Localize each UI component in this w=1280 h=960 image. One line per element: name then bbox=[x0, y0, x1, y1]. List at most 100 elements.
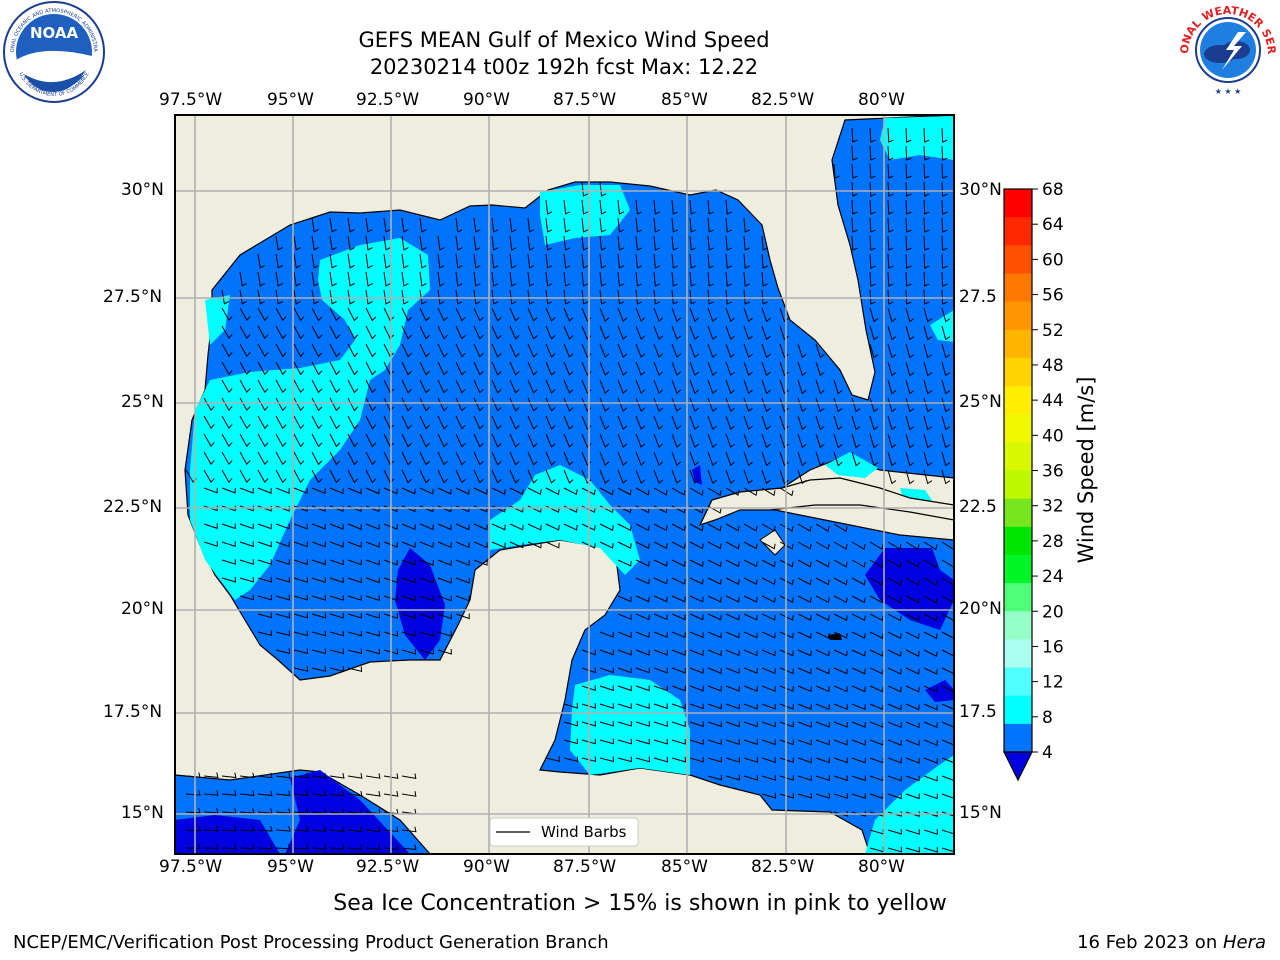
wind-barb bbox=[671, 307, 682, 322]
wind-barb bbox=[581, 523, 596, 531]
wind-barb bbox=[401, 307, 413, 322]
wind-barb bbox=[221, 397, 233, 412]
wind-barb bbox=[635, 541, 650, 549]
wind-barb bbox=[689, 433, 700, 448]
wind-barb bbox=[707, 685, 722, 692]
wind-barb bbox=[329, 469, 341, 484]
wind-barb bbox=[923, 325, 933, 341]
wind-barb bbox=[851, 577, 866, 586]
wind-barb bbox=[635, 721, 650, 727]
wind-barb bbox=[707, 487, 722, 496]
wind-barb bbox=[941, 703, 954, 710]
wind-barb bbox=[563, 235, 571, 251]
wind-barb bbox=[581, 415, 592, 430]
wind-barb bbox=[905, 829, 920, 835]
wind-barb bbox=[779, 523, 794, 532]
wind-barb bbox=[545, 361, 556, 376]
wind-barb bbox=[869, 145, 876, 161]
wind-barb bbox=[923, 451, 933, 467]
wind-barb bbox=[941, 847, 954, 853]
wind-barb bbox=[527, 235, 535, 251]
wind-barb bbox=[779, 469, 789, 485]
wind-barb bbox=[401, 379, 413, 394]
wind-barb bbox=[239, 808, 255, 814]
wind-barb bbox=[329, 397, 341, 412]
wind-barb bbox=[653, 271, 661, 287]
wind-barb bbox=[941, 649, 954, 657]
wind-barb bbox=[671, 721, 686, 727]
wind-barb bbox=[311, 379, 323, 394]
wind-barb bbox=[635, 217, 643, 233]
wind-barb bbox=[689, 469, 700, 484]
wind-barb bbox=[401, 844, 417, 851]
wind-barb bbox=[671, 415, 682, 430]
wind-barb bbox=[401, 577, 416, 584]
wind-barb bbox=[869, 307, 879, 323]
wind-barb bbox=[491, 235, 499, 251]
wind-barb bbox=[923, 127, 930, 143]
wind-barb bbox=[743, 774, 758, 781]
chart-title: GEFS MEAN Gulf of Mexico Wind Speed bbox=[358, 28, 770, 52]
wind-barb bbox=[815, 577, 830, 586]
wind-barb bbox=[671, 451, 682, 466]
wind-barb bbox=[923, 343, 933, 359]
wind-barb bbox=[257, 772, 273, 779]
wind-barb bbox=[293, 433, 305, 448]
wind-barb bbox=[563, 361, 574, 376]
wind-barb bbox=[905, 343, 915, 359]
wind-barb bbox=[401, 217, 409, 233]
wind-barb bbox=[401, 415, 413, 430]
wind-barb bbox=[941, 793, 954, 799]
wind-barb bbox=[581, 685, 596, 691]
lat-label-left: 17.5°N bbox=[103, 702, 163, 722]
wind-barb bbox=[329, 648, 345, 655]
wind-barb bbox=[275, 541, 290, 548]
wind-barb bbox=[437, 487, 452, 495]
wind-barb bbox=[581, 343, 592, 358]
wind-barb bbox=[383, 648, 399, 655]
wind-barb bbox=[581, 541, 596, 549]
wind-barb bbox=[437, 253, 445, 269]
wind-barb bbox=[635, 649, 650, 656]
wind-barb bbox=[365, 469, 377, 484]
wind-barb bbox=[257, 253, 265, 269]
wind-barb bbox=[221, 469, 233, 484]
wind-barb bbox=[221, 289, 230, 305]
wind-barb bbox=[815, 703, 830, 710]
wind-barb bbox=[599, 756, 615, 763]
wind-barb bbox=[581, 451, 592, 466]
wind-barb bbox=[617, 559, 632, 567]
wind-barb bbox=[887, 631, 902, 640]
lon-label-top: 92.5°W bbox=[356, 90, 420, 110]
wind-barb bbox=[851, 235, 858, 251]
wind-barb bbox=[383, 253, 391, 269]
wind-barb bbox=[833, 757, 848, 764]
wind-barb bbox=[275, 487, 290, 494]
wind-barb bbox=[743, 433, 753, 449]
wind-barb bbox=[887, 433, 897, 449]
wind-barb bbox=[491, 343, 502, 358]
wind-barb bbox=[779, 415, 789, 431]
wind-barb bbox=[473, 523, 488, 531]
wind-barb bbox=[653, 559, 668, 567]
wind-barb bbox=[329, 361, 341, 376]
lat-label-right: 20°N bbox=[959, 599, 1002, 619]
pacific-calm-zone bbox=[285, 770, 410, 854]
wind-barb bbox=[311, 648, 327, 655]
wind-barb bbox=[257, 541, 272, 548]
wind-barb bbox=[923, 379, 933, 395]
wind-barb bbox=[743, 577, 758, 585]
wind-barb bbox=[833, 703, 848, 710]
wind-barb bbox=[347, 361, 359, 376]
wind-barb bbox=[239, 469, 251, 484]
wind-barb bbox=[383, 595, 398, 602]
wind-barb bbox=[743, 541, 758, 550]
wind-barb bbox=[815, 415, 825, 431]
wind-barb bbox=[419, 271, 427, 287]
wind-barb bbox=[473, 541, 488, 549]
wind-barb bbox=[581, 433, 592, 448]
wind-barb bbox=[761, 703, 776, 710]
wind-barb bbox=[509, 469, 520, 484]
wind-barb bbox=[455, 433, 466, 448]
wind-barb bbox=[239, 594, 255, 601]
